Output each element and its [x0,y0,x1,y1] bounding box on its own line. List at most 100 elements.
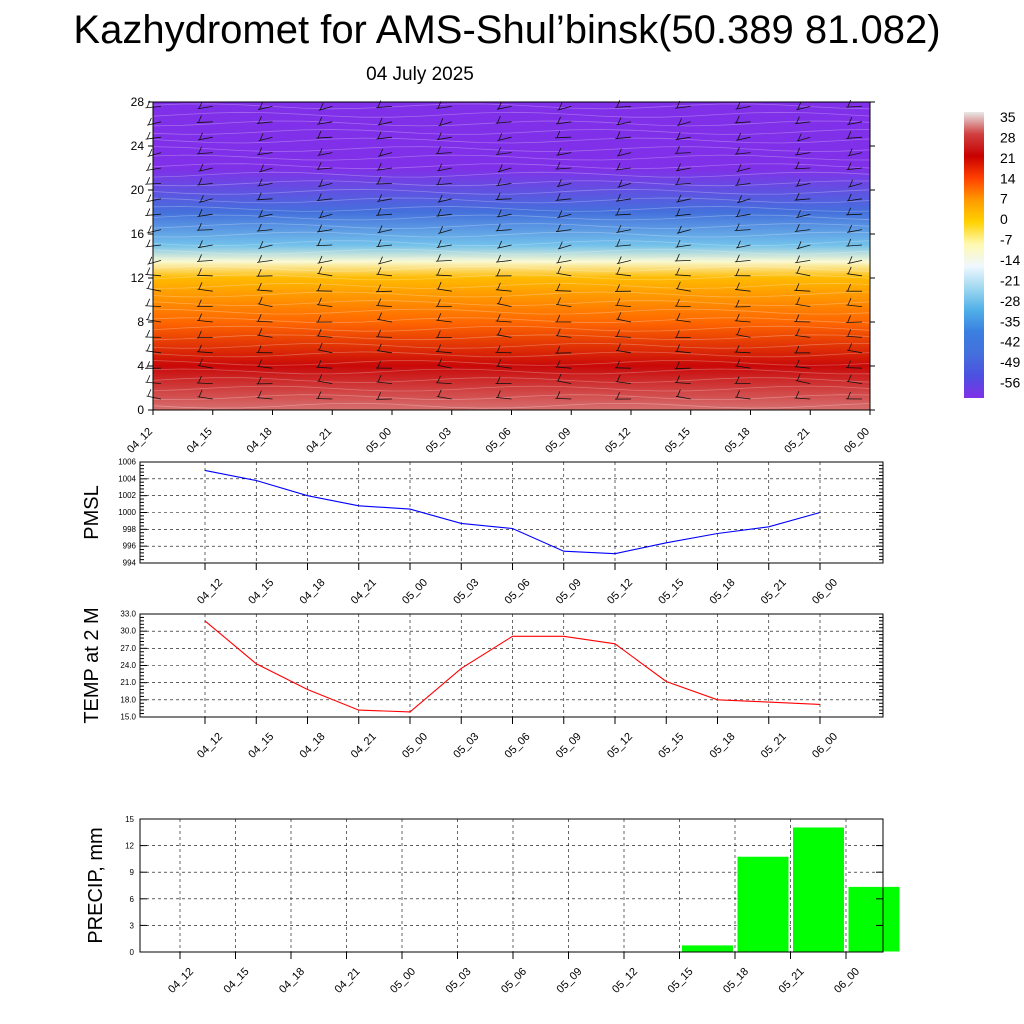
wind-barb-feather [736,209,741,217]
x-tick-label: 05_15 [666,966,696,996]
x-tick-label: 05_00 [400,731,430,761]
wind-barb-feather [796,147,801,155]
wind-barb-staff [735,334,751,338]
wind-barb-feather [617,256,622,264]
wind-barb-feather [317,360,322,368]
wind-barb-staff [316,366,333,369]
wind-barb-staff [796,136,811,142]
wind-barb-feather [558,241,563,249]
wind-barb-feather [616,207,621,216]
colorbar-scale [964,112,984,398]
wind-barb-staff [495,260,512,263]
wind-barb-feather [319,179,323,187]
x-tick-label: 04_18 [298,731,328,761]
wind-barb-staff [846,213,863,216]
wind-barb-feather [497,209,502,217]
wind-barb-feather [318,116,323,125]
wind-barb-feather [437,177,442,185]
wind-barb-staff [197,136,213,141]
wind-barb-feather [146,375,151,383]
wind-barb-feather [616,298,621,306]
wind-barb-staff [376,213,393,216]
wind-barb-staff [847,121,863,126]
wind-barb-staff [847,229,863,233]
x-tick-label: 04_15 [246,577,276,607]
wind-barb-feather [737,240,741,248]
wind-barb-staff [198,198,213,203]
wind-barb-staff [675,288,691,292]
isotherm-contour [152,402,871,409]
wind-barb-staff [795,183,811,187]
wind-barb-feather [738,195,742,203]
x-tick-label: 04_21 [304,426,334,456]
wind-barb-feather [439,118,444,126]
wind-barb-staff [376,290,393,293]
wind-barb-staff [615,349,632,354]
wind-barb-staff [556,272,572,277]
wind-barb-feather [146,298,151,306]
wind-barb-staff [436,136,452,141]
wind-barb-feather [797,102,802,110]
wind-barb-feather [497,327,502,336]
wind-barb-staff [675,395,691,400]
wind-barb-feather [675,330,680,338]
wind-barb-staff [376,136,393,140]
wind-barb-feather [556,130,561,138]
wind-barb-staff [259,167,273,173]
wind-barb-feather [437,375,441,383]
wind-barb-feather [736,146,740,155]
isotherm-contour [152,368,871,375]
wind-barb-feather [146,267,151,275]
y-tick-label: 4 [137,359,144,373]
wind-barb-staff [316,398,333,400]
wind-barb-feather [847,329,852,337]
wind-barb-feather [377,176,382,185]
wind-barb-staff [675,213,691,217]
wind-barb-staff [675,244,691,248]
wind-barb-staff [846,244,863,247]
wind-barb-feather [556,283,561,291]
wind-barb-staff [436,319,452,323]
wind-barb-staff [496,213,512,218]
wind-barb-feather [257,192,262,200]
wind-barb-feather [847,266,852,275]
wind-barb-feather [377,298,382,306]
wind-barb-staff [676,229,691,234]
wind-barb-staff [317,260,333,264]
wind-barb-feather [616,284,620,292]
wind-barb-staff [676,198,691,203]
wind-barb-staff [256,320,273,323]
isotherm-contour [152,257,871,264]
wind-barb-feather [796,373,801,382]
x-tick-label: 05_06 [499,966,529,996]
wind-barb-feather [377,239,382,247]
colorbar-label: -49 [1000,354,1020,370]
x-tick-label: 05_18 [708,731,738,761]
wind-barb-feather [498,133,503,141]
wind-barb-staff [197,288,213,292]
wind-barb-feather [557,116,561,124]
isotherm-contour [152,325,871,332]
wind-barb-staff [736,136,751,141]
wind-barb-feather [260,164,264,172]
wind-barb-feather [678,118,682,126]
isotherm-contour [152,385,871,392]
wind-barb-feather [795,345,800,354]
wind-barb-feather [377,267,382,275]
wind-barb-staff [677,121,691,127]
x-tick-label: 04_15 [246,731,276,761]
y-tick-label: 12 [131,271,145,285]
wind-barb-feather [318,148,323,156]
wind-barb-feather [379,256,383,264]
wind-barb-staff [615,198,632,202]
wind-barb-feather [198,209,203,217]
wind-barb-feather [795,359,800,368]
wind-barb-feather [617,225,622,233]
wind-barb-feather [736,282,740,290]
wind-barb-staff [438,229,452,234]
wind-barb-staff [497,244,512,249]
x-tick-label: 05_06 [503,731,533,761]
wind-barb-staff [847,349,863,354]
y-tick-label: 0 [137,403,144,417]
wind-barb-feather [439,225,444,234]
